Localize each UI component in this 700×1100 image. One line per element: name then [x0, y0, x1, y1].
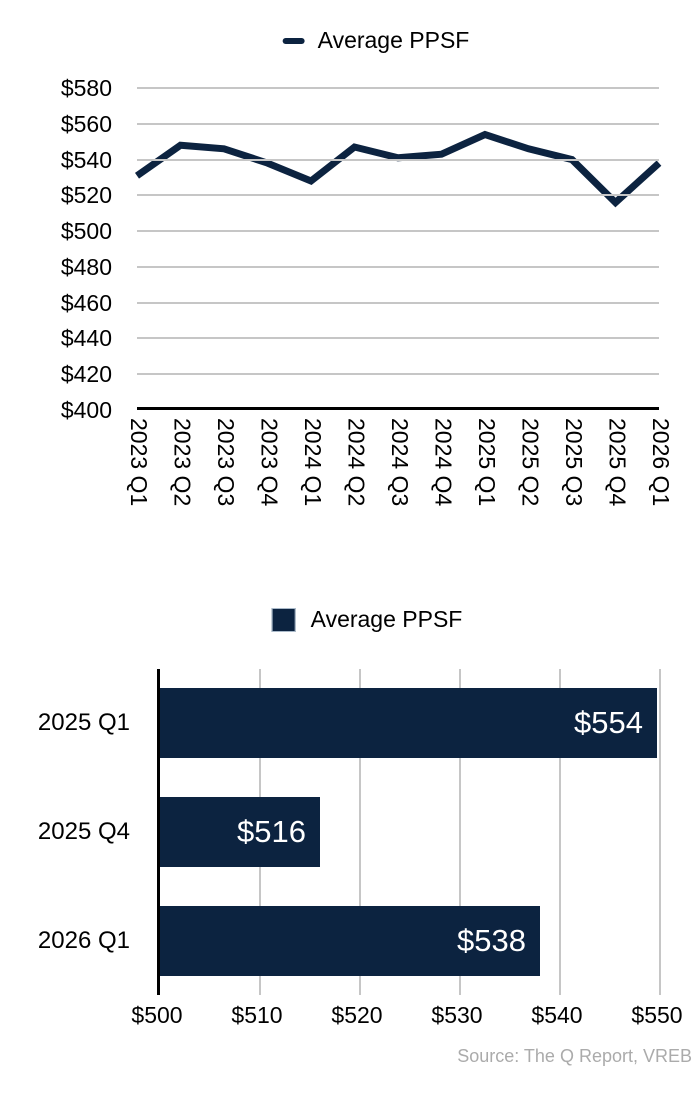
x-tick-label: 2023 Q4	[256, 418, 283, 507]
gridline	[659, 669, 661, 995]
bar-plot-area: $554 $516 $538	[157, 669, 661, 995]
y-tick-label: $540	[60, 146, 112, 173]
bar-2025-q4: $516	[160, 797, 320, 867]
y-tick-label: $500	[60, 218, 112, 245]
gridline	[137, 194, 659, 197]
y-tick-label: $420	[60, 361, 112, 388]
x-tick-label: 2024 Q3	[387, 418, 413, 507]
y-tick-label: $440	[60, 325, 112, 352]
gridline	[137, 265, 659, 268]
gridline	[359, 669, 361, 995]
y-tick-label: $520	[60, 182, 112, 209]
bar-chart: Average PPSF $554 $516 $538 2025 Q1 2025 Q4…	[0, 560, 700, 1100]
y-tick-label: $480	[60, 253, 112, 280]
y-tick-label: $560	[60, 110, 112, 137]
y-tick-label: $580	[60, 75, 112, 101]
bar-legend-label: Average PPSF	[310, 606, 463, 632]
gridline	[137, 337, 659, 340]
line-x-axis: 2023 Q1 2023 Q2 2023 Q3 2023 Q4 2024 Q1 2024 …	[126, 418, 674, 528]
x-tick-label: $510	[231, 1002, 283, 1028]
x-tick-label: $500	[131, 1002, 183, 1028]
gridline	[137, 301, 659, 304]
x-tick-label: 2024 Q2	[343, 418, 370, 507]
line-chart-legend: Average PPSF	[282, 27, 470, 54]
x-tick-label: 2024 Q1	[300, 418, 326, 507]
x-tick-label: 2023 Q3	[213, 418, 239, 507]
x-tick-label: 2026 Q1	[648, 418, 674, 507]
bar-category-label: 2025 Q1	[37, 709, 130, 737]
x-tick-label: 2025 Q3	[561, 418, 587, 507]
gridline	[459, 669, 461, 995]
bar-value-label: $554	[574, 705, 643, 741]
bar-value-label: $516	[237, 814, 306, 849]
x-tick-label: 2025 Q4	[604, 418, 631, 507]
gridline	[137, 230, 659, 233]
x-tick-label: $540	[531, 1002, 583, 1028]
bar-2025-q1: $554	[160, 688, 657, 759]
x-tick-label: 2025 Q1	[474, 418, 500, 507]
bar-series-swatch-icon	[271, 607, 296, 632]
gridline	[137, 87, 659, 89]
gridline	[137, 158, 659, 161]
x-tick-label: $520	[331, 1002, 383, 1028]
y-tick-label: $400	[60, 397, 112, 423]
bar-value-label: $538	[457, 922, 526, 958]
y-tick-label: $460	[60, 289, 112, 316]
x-tick-label: $550	[631, 1002, 683, 1028]
bar-category-label: 2025 Q4	[37, 818, 130, 845]
x-tick-label: 2024 Q4	[430, 418, 457, 507]
x-tick-label: 2023 Q2	[169, 418, 196, 507]
bar-category-label: 2026 Q1	[37, 926, 130, 954]
bar-chart-legend: Average PPSF	[271, 606, 463, 633]
bar-2026-q1: $538	[160, 905, 540, 976]
x-tick-label: 2025 Q2	[517, 418, 544, 507]
gridline	[137, 122, 659, 125]
average-ppsf-line	[134, 130, 662, 208]
x-tick-label: $530	[431, 1002, 483, 1028]
gridline	[137, 373, 659, 376]
line-legend-label: Average PPSF	[317, 27, 470, 53]
ppsf-line-series	[134, 130, 662, 208]
x-tick-label: 2023 Q1	[126, 418, 152, 507]
line-plot-area	[134, 87, 662, 410]
line-series-swatch-icon	[282, 37, 305, 44]
source-note: Source: The Q Report, VREB	[457, 1046, 692, 1066]
gridline	[559, 669, 561, 995]
